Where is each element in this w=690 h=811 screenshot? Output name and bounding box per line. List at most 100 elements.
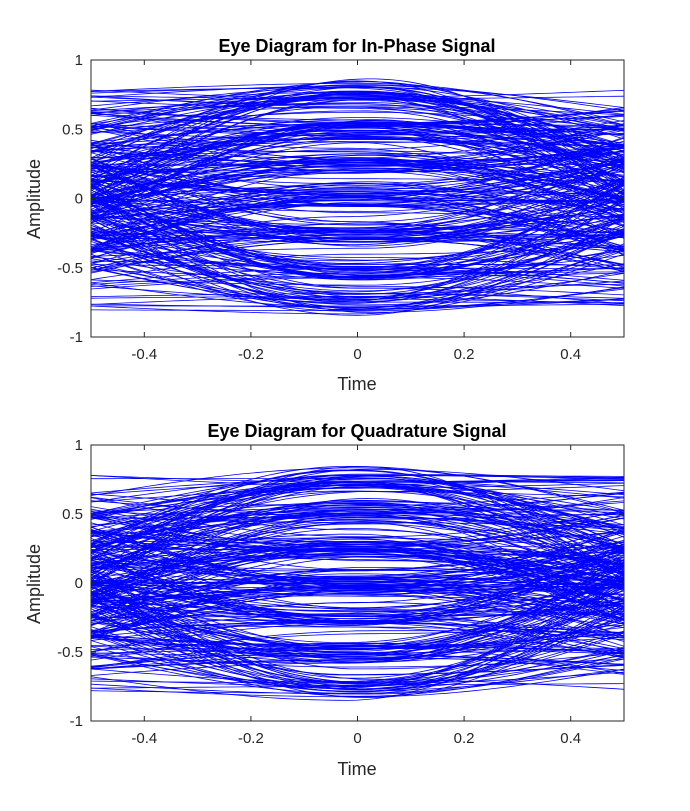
- trace-group: [91, 78, 624, 316]
- eye-trace: [91, 622, 624, 670]
- y-tick-label: -1: [70, 713, 83, 730]
- eye-trace: [91, 123, 624, 198]
- eye-trace: [91, 241, 624, 302]
- eye-trace: [91, 253, 624, 312]
- eye-trace: [91, 605, 624, 641]
- eye-trace: [91, 556, 624, 621]
- x-tick-label: 0: [353, 730, 361, 747]
- eye-trace: [91, 141, 624, 227]
- y-tick-label: -1: [70, 329, 83, 346]
- x-axis-label: Time: [337, 759, 376, 779]
- eye-trace: [91, 624, 624, 657]
- tick-group: -0.4 -0.2 0 0.2 0.4 -1 -0.5 0 0.5 1: [57, 52, 624, 363]
- y-tick-label: 0.5: [62, 121, 83, 138]
- eye-trace: [91, 513, 624, 574]
- eye-trace: [91, 603, 624, 637]
- x-tick-label: 0.2: [454, 346, 475, 363]
- eye-trace: [91, 182, 624, 280]
- in-phase-eye-diagram: Eye Diagram for In-Phase Signal -0.4 -0.2…: [24, 36, 625, 394]
- eye-trace: [91, 597, 624, 616]
- eye-trace: [91, 125, 624, 200]
- eye-trace: [91, 253, 624, 315]
- eye-trace: [91, 181, 624, 239]
- eye-trace: [91, 204, 624, 298]
- y-tick-label: -0.5: [57, 260, 83, 277]
- eye-trace: [91, 594, 624, 688]
- eye-trace: [91, 580, 624, 670]
- eye-trace: [91, 81, 624, 172]
- x-tick-label: -0.2: [238, 346, 264, 363]
- y-tick-label: -0.5: [57, 644, 83, 661]
- eye-trace: [91, 158, 624, 226]
- eye-trace: [91, 122, 624, 205]
- eye-trace: [91, 573, 624, 643]
- eye-trace: [91, 576, 624, 602]
- eye-trace: [91, 497, 624, 599]
- eye-trace: [91, 519, 624, 567]
- eye-trace: [91, 204, 624, 232]
- eye-trace: [91, 509, 624, 581]
- eye-trace: [91, 501, 624, 528]
- x-axis-label: Time: [337, 374, 376, 394]
- eye-trace: [91, 479, 624, 496]
- eye-trace: [91, 93, 624, 210]
- x-tick-label: 0.2: [454, 730, 475, 747]
- quadrature-eye-diagram: Eye Diagram for Quadrature Signal -0.4 -0…: [24, 421, 625, 779]
- eye-trace: [91, 578, 624, 648]
- eye-trace: [91, 473, 624, 520]
- eye-trace: [91, 197, 624, 304]
- eye-trace: [91, 158, 624, 196]
- eye-trace: [91, 647, 624, 655]
- eye-trace: [91, 235, 624, 277]
- eye-trace: [91, 512, 624, 549]
- eye-trace: [91, 544, 624, 584]
- eye-trace: [91, 182, 624, 271]
- eye-trace: [91, 572, 624, 689]
- eye-trace: [91, 506, 624, 547]
- eye-trace: [91, 533, 624, 621]
- eye-trace: [91, 578, 624, 690]
- eye-trace: [91, 227, 624, 236]
- y-tick-label: 0: [75, 191, 83, 208]
- eye-trace: [91, 668, 624, 698]
- eye-trace: [91, 127, 624, 149]
- eye-trace: [91, 546, 624, 582]
- eye-trace: [91, 487, 624, 530]
- eye-trace: [91, 229, 624, 271]
- eye-trace: [91, 94, 624, 197]
- eye-trace: [91, 162, 624, 232]
- eye-trace: [91, 112, 624, 214]
- eye-trace: [91, 97, 624, 127]
- eye-trace: [91, 169, 624, 258]
- eye-trace: [91, 157, 624, 212]
- eye-trace: [91, 179, 624, 243]
- eye-trace: [91, 203, 624, 255]
- eye-trace: [91, 565, 624, 633]
- eye-trace: [91, 218, 624, 270]
- trace-group: [91, 466, 624, 701]
- eye-trace: [91, 491, 624, 552]
- eye-trace: [91, 144, 624, 237]
- eye-trace: [91, 168, 624, 223]
- eye-trace: [91, 231, 624, 308]
- eye-trace: [91, 587, 624, 626]
- eye-trace: [91, 78, 624, 188]
- eye-trace: [91, 164, 624, 218]
- eye-trace: [91, 594, 624, 671]
- eye-trace: [91, 125, 624, 146]
- eye-trace: [91, 503, 624, 576]
- eye-trace: [91, 474, 624, 559]
- y-axis-label: Amplitude: [24, 544, 44, 624]
- y-tick-label: 0.5: [62, 506, 83, 523]
- x-tick-label: -0.4: [131, 730, 157, 747]
- eye-trace: [91, 498, 624, 605]
- eye-trace: [91, 484, 624, 553]
- tick-group: -0.4 -0.2 0 0.2 0.4 -1 -0.5 0 0.5 1: [57, 437, 624, 747]
- eye-trace: [91, 514, 624, 557]
- eye-trace: [91, 164, 624, 246]
- eye-trace: [91, 80, 624, 195]
- eye-trace: [91, 485, 624, 576]
- eye-trace: [91, 531, 624, 591]
- eye-trace: [91, 184, 624, 284]
